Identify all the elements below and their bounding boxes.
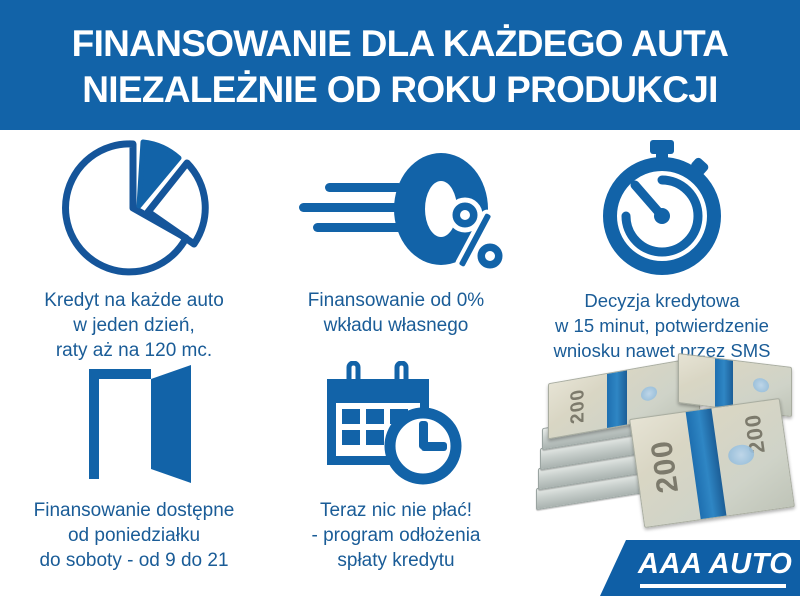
feature-caption: Finansowanie od 0% wkładu własnego xyxy=(307,290,485,336)
feature-deferred-payment: Teraz nic nie płać! - program odłożenia … xyxy=(268,358,524,573)
logo-underline xyxy=(640,584,786,588)
open-door-icon xyxy=(67,358,202,486)
banner-header: FINANSOWANIE DLA KAŻDEGO AUTA NIEZALEŻNI… xyxy=(0,0,800,130)
feature-opening-hours: Finansowanie dostępne od poniedziałku do… xyxy=(0,358,268,573)
zero-percent-icon xyxy=(289,136,504,276)
feature-caption: Kredyt na każde auto w jeden dzień, raty… xyxy=(44,290,224,361)
logo-text: AAA AUTO xyxy=(638,548,793,580)
feature-credit-decision: Decyzja kredytowa w 15 minut, potwierdze… xyxy=(524,136,800,363)
feature-caption: Decyzja kredytowa w 15 minut, potwierdze… xyxy=(553,290,771,361)
pie-chart-icon xyxy=(59,136,209,276)
aaa-auto-logo[interactable]: AAA AUTO xyxy=(600,540,800,596)
feature-caption: Finansowanie dostępne od poniedziałku do… xyxy=(33,500,235,571)
cash-stack-image: 200 200 200 xyxy=(528,353,795,535)
stopwatch-icon xyxy=(592,136,732,276)
feature-grid: Kredyt na każde auto w jeden dzień, raty… xyxy=(0,130,800,600)
feature-credit-every-car: Kredyt na każde auto w jeden dzień, raty… xyxy=(0,136,268,363)
headline-line-2: NIEZALEŻNIE OD ROKU PRODUKCJI xyxy=(82,69,718,110)
calendar-clock-icon xyxy=(321,358,471,486)
feature-zero-percent: Finansowanie od 0% wkładu własnego xyxy=(268,136,524,338)
feature-caption: Teraz nic nie płać! - program odłożenia … xyxy=(311,500,481,571)
headline-line-1: FINANSOWANIE DLA KAŻDEGO AUTA xyxy=(71,23,729,64)
